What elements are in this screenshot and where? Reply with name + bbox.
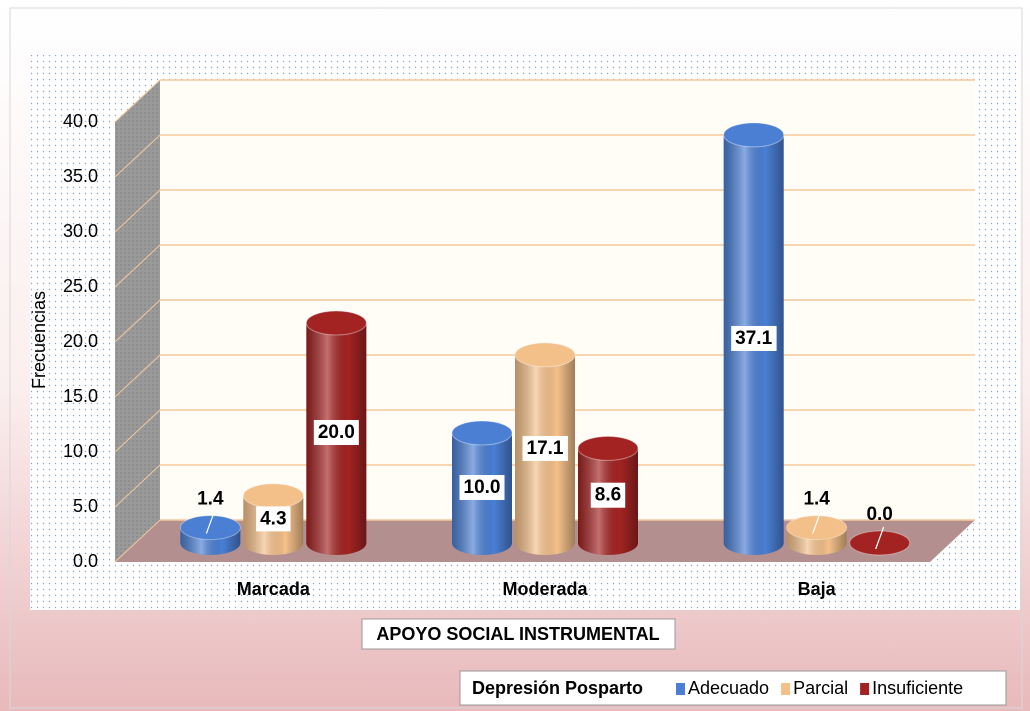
data-label-box <box>256 506 291 532</box>
data-label-box <box>590 482 626 508</box>
bar-shade <box>786 527 847 555</box>
legend-title: Depresión Posparto <box>472 678 643 698</box>
bar-top <box>577 435 639 461</box>
legend-swatch <box>781 683 791 695</box>
grid-line-side <box>114 409 161 453</box>
bar-top <box>179 515 241 541</box>
data-label: 20.0 <box>318 422 355 443</box>
x-tick-label: Moderada <box>502 579 588 599</box>
data-label: 17.1 <box>527 438 564 459</box>
y-tick-label: 0.0 <box>73 551 98 571</box>
y-tick-label: 40.0 <box>63 111 98 131</box>
y-tick-label: 5.0 <box>73 496 98 516</box>
leader-line <box>875 526 885 550</box>
grid-line-side <box>114 519 161 563</box>
y-tick-label: 30.0 <box>63 221 98 241</box>
data-label: 10.0 <box>464 477 501 498</box>
bar-top <box>786 515 848 541</box>
leader-line <box>205 511 215 534</box>
data-label: 4.3 <box>260 508 286 529</box>
grid-line-side <box>114 354 161 398</box>
y-tick-label: 20.0 <box>63 331 98 351</box>
bar-top <box>723 122 785 148</box>
legend-swatch <box>860 683 870 695</box>
grid-line-side <box>114 244 161 288</box>
data-label-box <box>313 420 359 446</box>
data-label-box <box>522 435 568 461</box>
y-tick-label: 10.0 <box>63 441 98 461</box>
legend-label: Parcial <box>793 678 848 698</box>
x-axis-label: APOYO SOCIAL INSTRUMENTAL <box>376 624 659 644</box>
bar-top <box>849 530 911 556</box>
y-axis-label: Frecuencias <box>29 291 49 389</box>
grid-line-side <box>114 299 161 343</box>
y-tick-label: 25.0 <box>63 276 98 296</box>
grid-line-side <box>114 134 161 178</box>
data-label: 0.0 <box>866 504 892 525</box>
data-label-box <box>731 325 777 351</box>
leader-line <box>812 511 822 534</box>
data-label: 1.4 <box>803 489 830 510</box>
bar-top <box>514 342 576 368</box>
legend-swatch <box>676 683 685 695</box>
grid-line-side <box>114 189 161 233</box>
y-tick-label: 15.0 <box>63 386 98 406</box>
grid-line-side <box>114 79 161 123</box>
bar-top <box>242 483 304 509</box>
bar-shade <box>180 527 241 555</box>
legend-label: Adecuado <box>688 678 769 698</box>
data-label-box <box>459 475 505 501</box>
x-tick-label: Marcada <box>237 579 311 599</box>
bar-top <box>305 310 367 336</box>
x-axis-label-box <box>361 618 676 650</box>
y-tick-label: 35.0 <box>63 166 98 186</box>
data-label: 1.4 <box>197 489 224 510</box>
data-label: 8.6 <box>595 485 621 506</box>
grid-line-side <box>114 464 161 508</box>
legend-label: Insuficiente <box>872 678 963 698</box>
data-label: 37.1 <box>735 328 772 349</box>
bar-top <box>451 420 513 446</box>
legend <box>459 670 1007 706</box>
frame <box>9 7 1023 709</box>
x-tick-label: Baja <box>798 579 837 599</box>
